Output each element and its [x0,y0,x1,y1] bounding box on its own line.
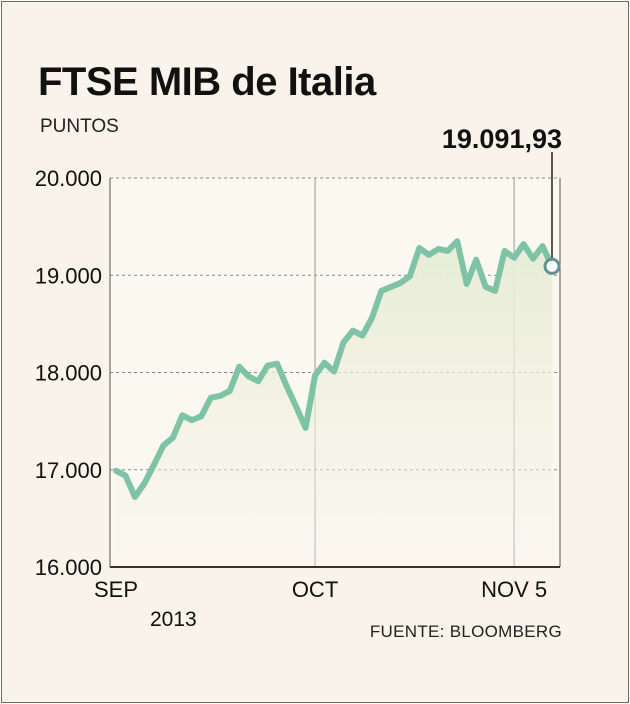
series-area [116,241,552,567]
source-label: FUENTE: BLOOMBERG [369,622,562,641]
chart-title: FTSE MIB de Italia [38,60,376,104]
y-tick-label: 17.000 [35,458,102,483]
x-tick-label: NOV 5 [481,577,547,602]
last-value-label: 19.091,93 [441,124,562,154]
series-line [113,238,555,500]
y-tick-label: 19.000 [35,263,102,288]
y-tick-label: 18.000 [35,361,102,386]
y-axis-unit-label: PUNTOS [40,116,119,137]
x-tick-label: OCT [292,577,338,602]
y-tick-label: 16.000 [35,555,102,580]
year-label: 2013 [150,608,197,631]
y-tick-label: 20.000 [35,166,102,191]
x-tick-label: SEP [94,577,138,602]
last-value-marker [543,257,561,275]
